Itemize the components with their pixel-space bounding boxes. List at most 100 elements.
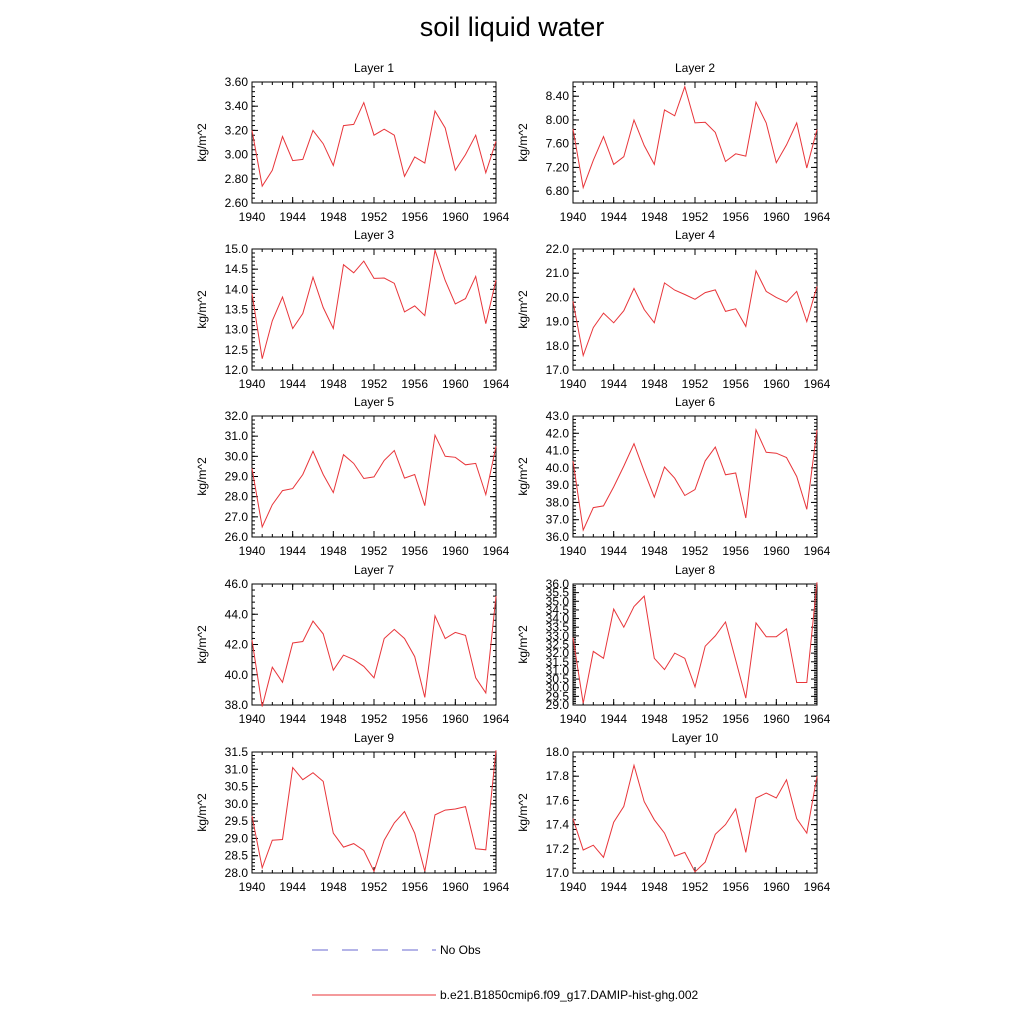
panel-2: Layer 2 1940 1944 1948 1952 1956 1960 1964 6.80 7… xyxy=(516,61,831,224)
y-tick-label: 28.5 xyxy=(225,849,249,863)
y-tick-label: 32.0 xyxy=(546,646,570,660)
x-tick-label: 1956 xyxy=(401,544,428,558)
y-tick-label: 12.0 xyxy=(225,363,249,377)
y-tick-label: 3.00 xyxy=(225,148,249,162)
x-tick-label: 1940 xyxy=(560,210,587,224)
y-tick-label: 33.5 xyxy=(546,620,570,634)
x-tick-label: 1940 xyxy=(239,880,266,894)
y-tick-label: 3.60 xyxy=(225,75,249,89)
x-tick-label: 1944 xyxy=(279,712,306,726)
x-tick-label: 1956 xyxy=(401,880,428,894)
y-tick-label: 30.0 xyxy=(225,797,249,811)
y-tick-label: 7.20 xyxy=(546,160,570,174)
panel-7: Layer 7 1940 1944 1948 1952 1956 1960 1964 38.0 4… xyxy=(195,563,510,726)
panel-10: Layer 10 1940 1944 1948 1952 1956 1960 1964 17.0… xyxy=(516,731,831,894)
plot-frame xyxy=(251,751,497,874)
plot-frame xyxy=(251,583,497,706)
y-tick-label: 41.0 xyxy=(546,444,570,458)
x-tick-label: 1960 xyxy=(763,544,790,558)
x-tick-label: 1948 xyxy=(320,210,347,224)
y-tick-label: 7.60 xyxy=(546,137,570,151)
x-tick-label: 1960 xyxy=(763,210,790,224)
x-tick-label: 1944 xyxy=(600,880,627,894)
series-line xyxy=(572,269,818,358)
plot-frame xyxy=(572,248,818,371)
series-line xyxy=(251,596,497,707)
x-tick-label: 1952 xyxy=(682,544,709,558)
y-tick-label: 18.0 xyxy=(546,745,570,759)
y-tick-label: 38.0 xyxy=(546,495,570,509)
series-line xyxy=(251,433,497,529)
x-tick-label: 1960 xyxy=(442,210,469,224)
y-tick-label: 42.0 xyxy=(546,426,570,440)
panel-title: Layer 5 xyxy=(354,395,394,409)
y-tick-label: 18.0 xyxy=(546,339,570,353)
y-tick-label: 42.0 xyxy=(225,638,249,652)
series-line xyxy=(572,763,818,873)
legend-label-no-obs: No Obs xyxy=(440,943,481,957)
x-tick-label: 1940 xyxy=(239,544,266,558)
panel-title: Layer 9 xyxy=(354,731,394,745)
x-tick-label: 1944 xyxy=(600,712,627,726)
x-tick-label: 1948 xyxy=(641,544,668,558)
y-axis-label: kg/m^2 xyxy=(516,793,530,832)
legend-label-model: b.e21.B1850cmip6.f09_g17.DAMIP-hist-ghg.… xyxy=(440,988,698,1002)
x-tick-label: 1960 xyxy=(442,377,469,391)
x-tick-label: 1960 xyxy=(442,544,469,558)
x-tick-label: 1948 xyxy=(320,377,347,391)
y-axis-label: kg/m^2 xyxy=(516,290,530,329)
x-tick-label: 1952 xyxy=(361,210,388,224)
x-tick-label: 1948 xyxy=(320,712,347,726)
x-tick-label: 1964 xyxy=(804,544,831,558)
x-tick-label: 1948 xyxy=(641,712,668,726)
x-tick-label: 1964 xyxy=(804,880,831,894)
x-tick-label: 1944 xyxy=(600,210,627,224)
y-tick-label: 31.5 xyxy=(225,745,249,759)
panel-title: Layer 4 xyxy=(675,228,715,242)
y-tick-label: 22.0 xyxy=(546,242,570,256)
x-tick-label: 1956 xyxy=(722,544,749,558)
x-tick-label: 1964 xyxy=(483,377,510,391)
x-tick-label: 1944 xyxy=(279,880,306,894)
x-tick-label: 1944 xyxy=(600,377,627,391)
y-tick-label: 44.0 xyxy=(225,607,249,621)
x-tick-label: 1960 xyxy=(442,712,469,726)
x-tick-label: 1944 xyxy=(600,544,627,558)
y-tick-label: 14.5 xyxy=(225,262,249,276)
y-tick-label: 46.0 xyxy=(225,577,249,591)
y-tick-label: 35.0 xyxy=(546,594,570,608)
y-tick-label: 30.0 xyxy=(546,681,570,695)
page-title: soil liquid water xyxy=(419,12,605,42)
x-tick-label: 1960 xyxy=(763,377,790,391)
panel-title: Layer 3 xyxy=(354,228,394,242)
y-tick-label: 29.0 xyxy=(225,470,249,484)
y-tick-label: 29.5 xyxy=(546,689,570,703)
panel-title: Layer 8 xyxy=(675,563,715,577)
y-tick-label: 17.0 xyxy=(546,866,570,880)
x-tick-label: 1940 xyxy=(239,712,266,726)
y-tick-label: 14.0 xyxy=(225,282,249,296)
x-tick-label: 1956 xyxy=(401,210,428,224)
y-tick-label: 6.80 xyxy=(546,184,570,198)
y-axis-label: kg/m^2 xyxy=(516,625,530,664)
x-tick-label: 1940 xyxy=(560,712,587,726)
panel-8: Layer 8 1940 1944 1948 1952 1956 1960 1964 29.02… xyxy=(516,563,831,726)
y-tick-label: 27.0 xyxy=(225,510,249,524)
panel-title: Layer 1 xyxy=(354,61,394,75)
y-tick-label: 31.0 xyxy=(225,429,249,443)
x-tick-label: 1952 xyxy=(682,880,709,894)
x-tick-label: 1940 xyxy=(239,210,266,224)
y-tick-label: 33.0 xyxy=(546,629,570,643)
y-tick-label: 43.0 xyxy=(546,409,570,423)
y-axis-label: kg/m^2 xyxy=(195,457,209,496)
x-tick-label: 1952 xyxy=(682,210,709,224)
y-tick-label: 8.40 xyxy=(546,89,570,103)
panel-4: Layer 4 1940 1944 1948 1952 1956 1960 1964 17.0 1… xyxy=(516,228,831,391)
y-tick-label: 30.5 xyxy=(225,780,249,794)
y-tick-label: 15.0 xyxy=(225,242,249,256)
x-tick-label: 1964 xyxy=(804,377,831,391)
x-tick-label: 1952 xyxy=(361,377,388,391)
panel-title: Layer 6 xyxy=(675,395,715,409)
y-tick-label: 39.0 xyxy=(546,478,570,492)
x-tick-label: 1944 xyxy=(279,210,306,224)
